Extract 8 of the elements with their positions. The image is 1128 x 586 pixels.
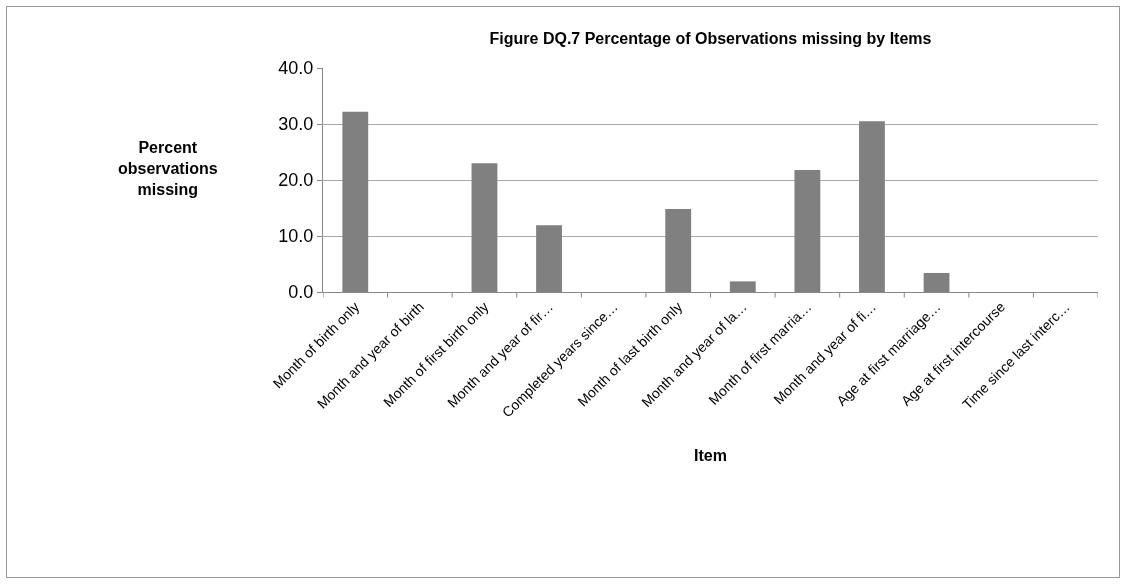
y-tick-label: 10.0: [278, 226, 314, 247]
y-tick-label: 20.0: [278, 170, 314, 191]
y-tick-label: 30.0: [278, 114, 314, 135]
y-axis-title: Percent observations missing: [118, 139, 218, 198]
chart-title: Figure DQ.7 Percentage of Observations missing by Items: [489, 29, 932, 47]
y-tick-label: 40.0: [278, 58, 314, 79]
y-tick-label: 0.0: [288, 282, 314, 303]
x-axis-title: Item: [694, 447, 727, 465]
